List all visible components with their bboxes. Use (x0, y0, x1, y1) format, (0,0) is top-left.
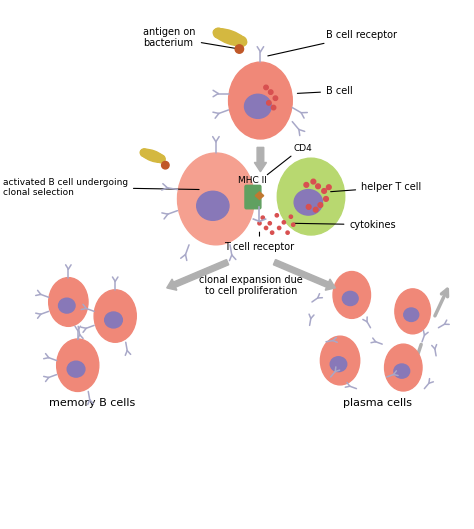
Circle shape (304, 183, 309, 187)
Circle shape (154, 154, 162, 161)
Ellipse shape (140, 149, 165, 162)
Circle shape (237, 37, 246, 47)
Ellipse shape (67, 361, 85, 377)
Text: MHC II: MHC II (238, 176, 267, 185)
Ellipse shape (177, 153, 255, 245)
Text: T cell receptor: T cell receptor (224, 232, 294, 252)
Text: helper T cell: helper T cell (331, 182, 421, 192)
Ellipse shape (404, 308, 419, 322)
Circle shape (322, 189, 327, 193)
Circle shape (271, 231, 274, 234)
Circle shape (162, 161, 169, 169)
Ellipse shape (49, 278, 88, 326)
Circle shape (228, 33, 237, 43)
Circle shape (311, 179, 316, 184)
Text: CD4: CD4 (293, 144, 312, 153)
Ellipse shape (395, 289, 430, 334)
Text: clonal expansion due
to cell proliferation: clonal expansion due to cell proliferati… (199, 275, 303, 296)
Circle shape (275, 214, 278, 217)
Circle shape (147, 151, 155, 159)
Text: B cell: B cell (297, 86, 353, 96)
Circle shape (286, 231, 289, 234)
Circle shape (264, 85, 268, 89)
Circle shape (282, 221, 285, 224)
Ellipse shape (342, 291, 358, 306)
Circle shape (140, 149, 148, 157)
Circle shape (150, 152, 158, 160)
Circle shape (157, 155, 165, 163)
Circle shape (264, 226, 268, 230)
Circle shape (289, 215, 292, 218)
Circle shape (313, 207, 318, 212)
Ellipse shape (294, 189, 322, 215)
Circle shape (268, 222, 272, 225)
Ellipse shape (333, 271, 371, 318)
Ellipse shape (320, 336, 360, 385)
Circle shape (266, 101, 271, 105)
Ellipse shape (105, 312, 122, 328)
Text: memory B cells: memory B cells (49, 398, 135, 408)
FancyArrow shape (255, 148, 266, 172)
Text: plasma cells: plasma cells (343, 398, 412, 408)
Circle shape (292, 223, 295, 226)
Circle shape (327, 185, 331, 189)
Circle shape (232, 35, 242, 45)
Circle shape (223, 32, 233, 41)
Ellipse shape (197, 191, 229, 220)
Ellipse shape (228, 62, 292, 139)
Circle shape (268, 90, 273, 94)
Circle shape (324, 197, 328, 201)
FancyBboxPatch shape (245, 185, 261, 209)
Polygon shape (255, 192, 264, 199)
Circle shape (306, 205, 311, 209)
Circle shape (271, 105, 276, 110)
Circle shape (261, 216, 264, 220)
Text: activated B cell undergoing
clonal selection: activated B cell undergoing clonal selec… (3, 178, 199, 197)
Ellipse shape (384, 344, 422, 391)
Circle shape (273, 96, 278, 101)
Ellipse shape (330, 357, 347, 371)
Circle shape (277, 226, 281, 230)
Circle shape (218, 30, 228, 40)
Circle shape (235, 45, 244, 53)
Ellipse shape (394, 364, 410, 378)
Ellipse shape (277, 158, 345, 235)
Circle shape (213, 28, 223, 38)
Text: cytokines: cytokines (294, 220, 396, 230)
FancyArrow shape (167, 260, 229, 290)
FancyArrow shape (273, 260, 336, 290)
Ellipse shape (94, 290, 137, 342)
Circle shape (316, 184, 320, 189)
Circle shape (258, 222, 261, 225)
Ellipse shape (245, 94, 271, 118)
Ellipse shape (58, 298, 75, 313)
Text: B cell receptor: B cell receptor (268, 30, 397, 56)
Circle shape (144, 150, 152, 158)
Circle shape (318, 203, 323, 207)
Text: antigen on
bacterium: antigen on bacterium (143, 26, 237, 49)
Ellipse shape (57, 339, 99, 391)
Ellipse shape (213, 29, 246, 46)
